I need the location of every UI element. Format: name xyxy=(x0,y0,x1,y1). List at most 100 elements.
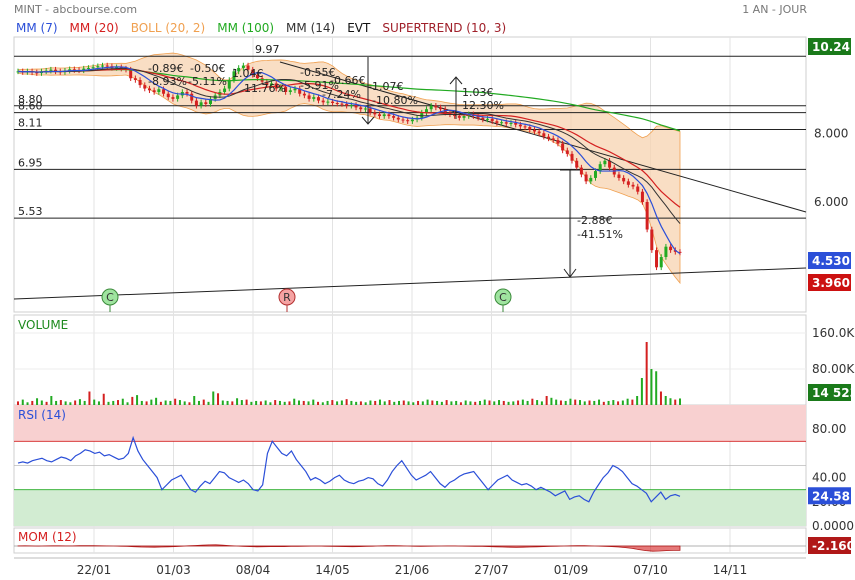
volume-bar xyxy=(559,400,562,405)
candle-body xyxy=(556,140,560,144)
candle-body xyxy=(486,118,490,120)
volume-bar xyxy=(188,402,191,405)
volume-bar xyxy=(107,401,110,405)
candle-body xyxy=(509,122,513,124)
volume-bar xyxy=(583,401,586,405)
candle-body xyxy=(645,202,649,230)
legend-evt[interactable]: EVT xyxy=(347,21,371,35)
candle-body xyxy=(593,171,597,178)
candle-body xyxy=(537,131,541,134)
legend-mm20[interactable]: MM (20) xyxy=(69,21,119,35)
candle-body xyxy=(115,67,119,69)
candle-body xyxy=(608,160,612,168)
legend-boll[interactable]: BOLL (20, 2) xyxy=(130,21,206,35)
candle-body xyxy=(565,150,569,154)
candle-body xyxy=(669,246,673,251)
volume-bar xyxy=(555,399,558,405)
candle-body xyxy=(302,93,306,96)
volume-bar xyxy=(159,401,162,405)
volume-bar xyxy=(588,400,591,405)
candle-body xyxy=(133,78,137,80)
volume-bar xyxy=(436,400,439,405)
volume-bar xyxy=(350,400,353,405)
price-y-tick: 6.000 xyxy=(814,195,848,209)
volume-bar xyxy=(455,400,458,405)
candle-body xyxy=(241,65,245,68)
volume-bar xyxy=(69,402,72,405)
volume-current-badge: 14 523 xyxy=(808,384,855,401)
volume-bar xyxy=(88,391,91,405)
measure-arrow-head xyxy=(361,116,375,125)
volume-bar xyxy=(217,393,220,405)
candle-body xyxy=(453,114,457,117)
period-label[interactable]: 1 AN - JOUR xyxy=(742,3,807,16)
volume-bar xyxy=(364,402,367,405)
volume-bar xyxy=(36,398,39,405)
horizontal-level-label: 8.80 xyxy=(18,93,43,106)
candle-body xyxy=(316,97,320,101)
candle-body xyxy=(185,92,189,94)
candle-body xyxy=(490,118,494,122)
candle-body xyxy=(655,250,659,268)
volume-bar xyxy=(593,400,596,405)
volume-bar xyxy=(336,401,339,405)
candle-body xyxy=(293,88,297,91)
volume-bar xyxy=(507,401,510,405)
price-annotation: -7.24% xyxy=(322,88,361,101)
volume-bar xyxy=(621,400,624,405)
candle-body xyxy=(636,186,640,192)
x-tick-label: 07/10 xyxy=(633,563,668,577)
volume-bar xyxy=(674,399,677,405)
volume-bar xyxy=(612,400,615,405)
volume-bar xyxy=(317,401,320,405)
candle-body xyxy=(424,109,428,113)
legend-mm14[interactable]: MM (14) xyxy=(286,21,336,35)
candle-body xyxy=(561,143,565,151)
candle-body xyxy=(626,181,630,185)
candle-body xyxy=(68,69,72,71)
volume-bar xyxy=(531,398,534,405)
volume-bar xyxy=(45,401,48,405)
volume-y-tick: 80.00K xyxy=(812,362,855,376)
volume-bar xyxy=(640,378,643,405)
price-annotation: 1.04€ xyxy=(232,67,264,80)
volume-bar xyxy=(526,400,529,405)
volume-bar xyxy=(64,401,67,405)
horizontal-level-label: 8.60 xyxy=(18,100,43,113)
candle-body xyxy=(589,177,593,182)
volume-bar xyxy=(407,401,410,405)
price-annotation: -0.50€ xyxy=(190,62,225,75)
legend-mm7[interactable]: MM (7) xyxy=(16,21,58,35)
candle-body xyxy=(82,68,86,71)
price-annotation: -2.88€ xyxy=(577,214,612,227)
candle-body xyxy=(523,126,527,128)
rsi-oversold-zone xyxy=(14,489,806,526)
candle-body xyxy=(298,88,302,94)
volume-bar xyxy=(569,398,572,405)
signal-circle xyxy=(278,288,296,306)
volume-bar xyxy=(574,399,577,405)
candle-body xyxy=(373,112,377,115)
volume-current-text: 14 523 xyxy=(812,386,855,400)
rsi-title: RSI (14) xyxy=(18,408,66,422)
candle-body xyxy=(326,101,330,103)
volume-bar xyxy=(517,400,520,405)
x-tick-label: 21/06 xyxy=(395,563,430,577)
candle-body xyxy=(514,122,518,125)
price-y-tick: 8.000 xyxy=(814,126,848,140)
volume-bar xyxy=(450,401,453,405)
volume-bar xyxy=(493,401,496,405)
current-price-badge: 4.530 xyxy=(808,252,851,269)
candle-body xyxy=(457,116,461,118)
candle-body xyxy=(312,97,316,99)
volume-bar xyxy=(445,400,448,405)
volume-bar xyxy=(312,399,315,405)
candle-body xyxy=(86,67,90,69)
price-annotation: -41.51% xyxy=(577,228,623,241)
legend-supertrend[interactable]: SUPERTREND (10, 3) xyxy=(382,21,507,35)
volume-bar xyxy=(245,399,248,405)
legend-mm100[interactable]: MM (100) xyxy=(217,21,275,35)
volume-bar xyxy=(631,399,634,405)
candle-body xyxy=(208,98,212,105)
volume-bar xyxy=(536,400,539,405)
